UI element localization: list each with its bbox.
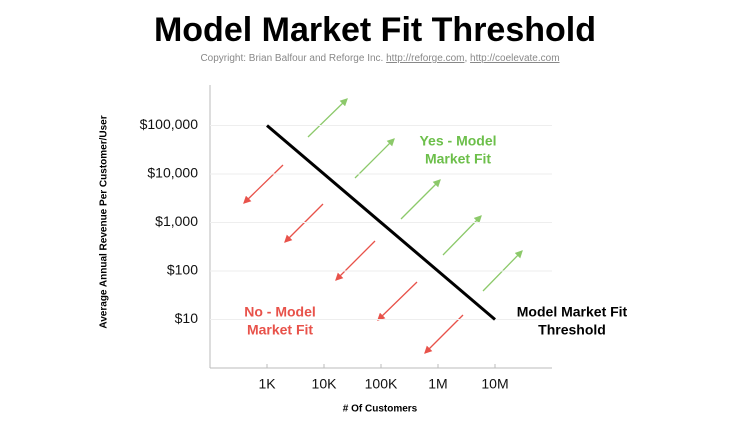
arrow [335,240,376,281]
chart-title: Model Market Fit Threshold [154,11,596,49]
annotation: No - Model [244,304,316,320]
y-axis-label: Average Annual Revenue Per Customer/User [99,115,110,328]
x-tick-label: 10K [312,376,338,392]
arrow [377,281,418,321]
threshold-line [266,124,496,321]
arrow [400,179,441,220]
annotation: Market Fit [247,322,313,338]
subtitle: Copyright: Brian Balfour and Reforge Inc… [200,53,559,64]
arrow [354,138,395,179]
y-tick-label: $10,000 [147,165,198,181]
x-axis-label: # Of Customers [343,404,418,415]
annotation: Threshold [538,322,606,338]
subtitle-text: , [464,53,470,64]
arrow [424,314,464,354]
y-tick-label: $1,000 [155,213,198,229]
link[interactable]: http://reforge.com [386,53,464,64]
annotation: Yes - Model [419,133,496,149]
annotation: Market Fit [425,151,491,167]
y-tick-label: $10 [175,310,199,326]
arrow [307,98,348,138]
annotation: Model Market Fit [517,304,628,320]
link[interactable]: http://coelevate.com [470,53,560,64]
x-tick-label: 10M [481,376,508,392]
x-tick-label: 1K [258,376,276,392]
y-tick-label: $100 [167,262,198,278]
x-tick-label: 100K [365,376,398,392]
subtitle-text: Copyright: Brian Balfour and Reforge Inc… [200,53,386,64]
y-tick-label: $100,000 [140,116,199,132]
x-tick-label: 1M [428,376,447,392]
arrow [442,215,482,256]
arrows [243,98,523,354]
arrow [243,164,284,204]
